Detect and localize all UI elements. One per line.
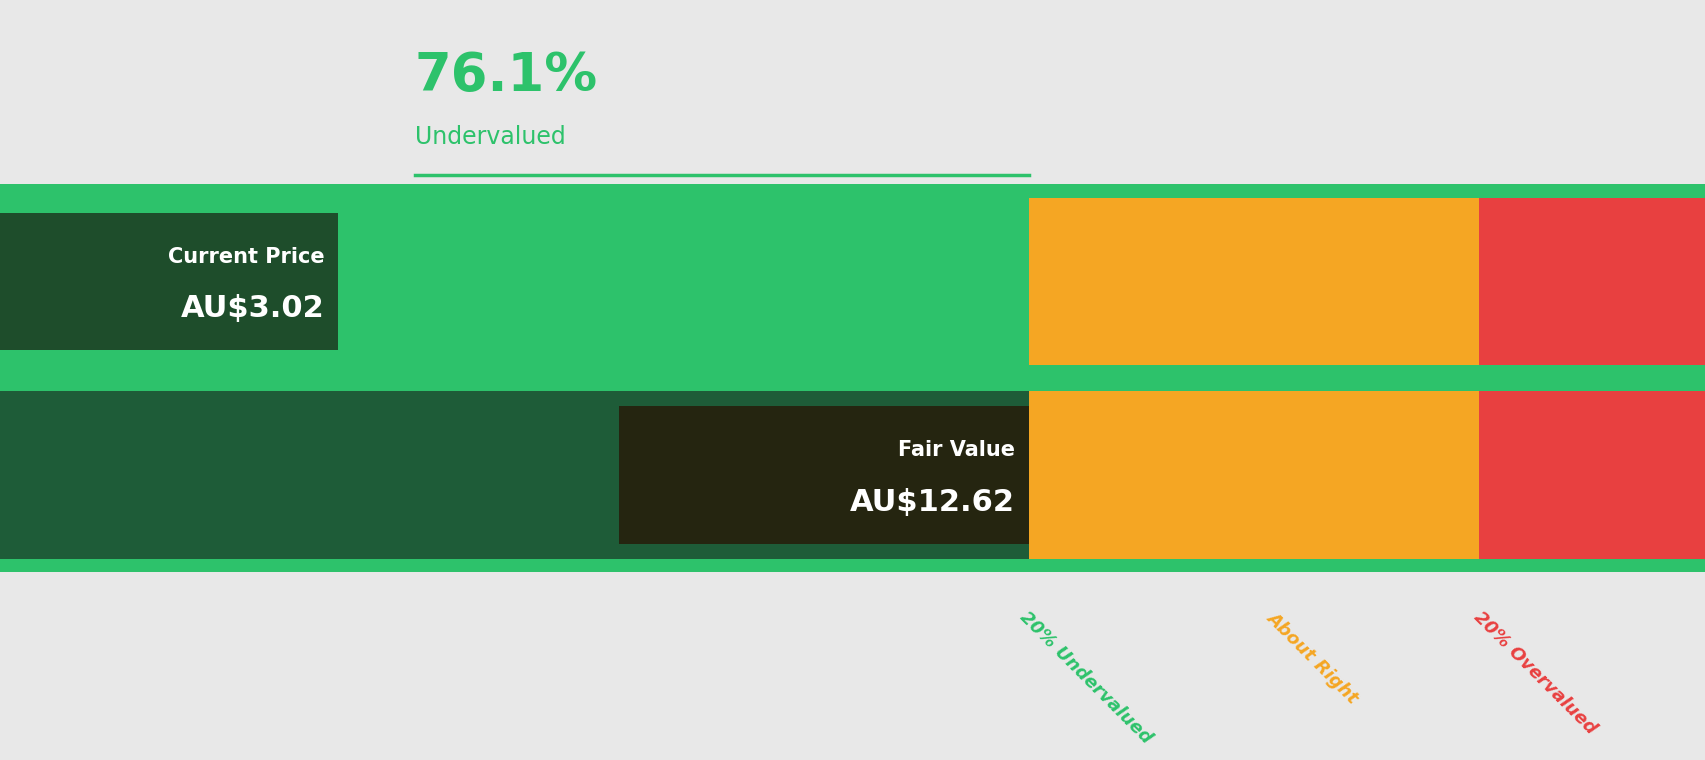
Text: AU$3.02: AU$3.02 xyxy=(181,294,324,323)
Bar xyxy=(0,559,1705,572)
Bar xyxy=(0,184,1705,198)
Bar xyxy=(1478,198,1705,365)
Text: About Right: About Right xyxy=(1263,608,1361,707)
Bar xyxy=(1272,198,1478,365)
Text: Undervalued: Undervalued xyxy=(414,125,564,149)
Bar xyxy=(619,407,1028,543)
Bar xyxy=(1478,391,1705,559)
Text: 20% Undervalued: 20% Undervalued xyxy=(1016,608,1154,747)
Bar xyxy=(1028,391,1272,559)
Text: AU$12.62: AU$12.62 xyxy=(849,488,1014,517)
Text: 76.1%: 76.1% xyxy=(414,50,597,102)
Bar xyxy=(0,365,1705,378)
Bar xyxy=(1028,198,1272,365)
Bar xyxy=(0,391,1028,559)
Bar xyxy=(0,198,1028,365)
Text: 20% Overvalued: 20% Overvalued xyxy=(1470,608,1599,738)
Bar xyxy=(0,213,338,350)
Text: Current Price: Current Price xyxy=(167,246,324,267)
Bar xyxy=(1272,391,1478,559)
Text: Fair Value: Fair Value xyxy=(897,440,1014,461)
Bar xyxy=(0,378,1705,391)
